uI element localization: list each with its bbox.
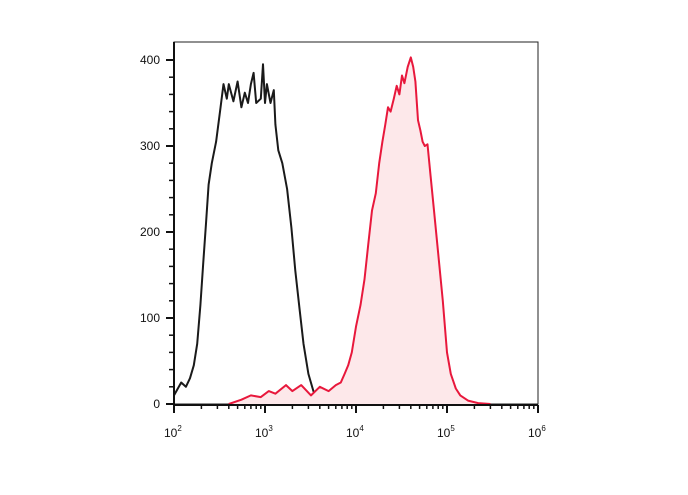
x-tick-exponent: 2 (177, 424, 182, 433)
x-tick-label: 102 (164, 424, 182, 440)
y-tick-label: 200 (140, 225, 160, 239)
x-tick-exponent: 3 (268, 424, 273, 433)
x-tick-exponent: 5 (450, 424, 455, 433)
y-tick-label: 100 (140, 311, 160, 325)
x-tick-exponent: 6 (541, 424, 546, 433)
y-tick-label: 400 (140, 53, 160, 67)
y-tick-label: 300 (140, 139, 160, 153)
x-tick-label: 106 (528, 424, 546, 440)
series-1-line (228, 56, 491, 405)
x-tick-label: 105 (437, 424, 455, 440)
x-tick-exponent: 4 (359, 424, 364, 433)
y-ticks-layer: 0 100 200 300 400 (140, 53, 174, 411)
x-ticks-layer: 102 103 104 105 106 (164, 405, 546, 440)
x-tick-label: 104 (346, 424, 364, 440)
series-1-fill (228, 57, 491, 405)
y-tick-label: 0 (153, 397, 160, 411)
x-tick-label: 103 (255, 424, 273, 440)
series-layer (173, 56, 491, 405)
series-0-line (173, 63, 357, 405)
